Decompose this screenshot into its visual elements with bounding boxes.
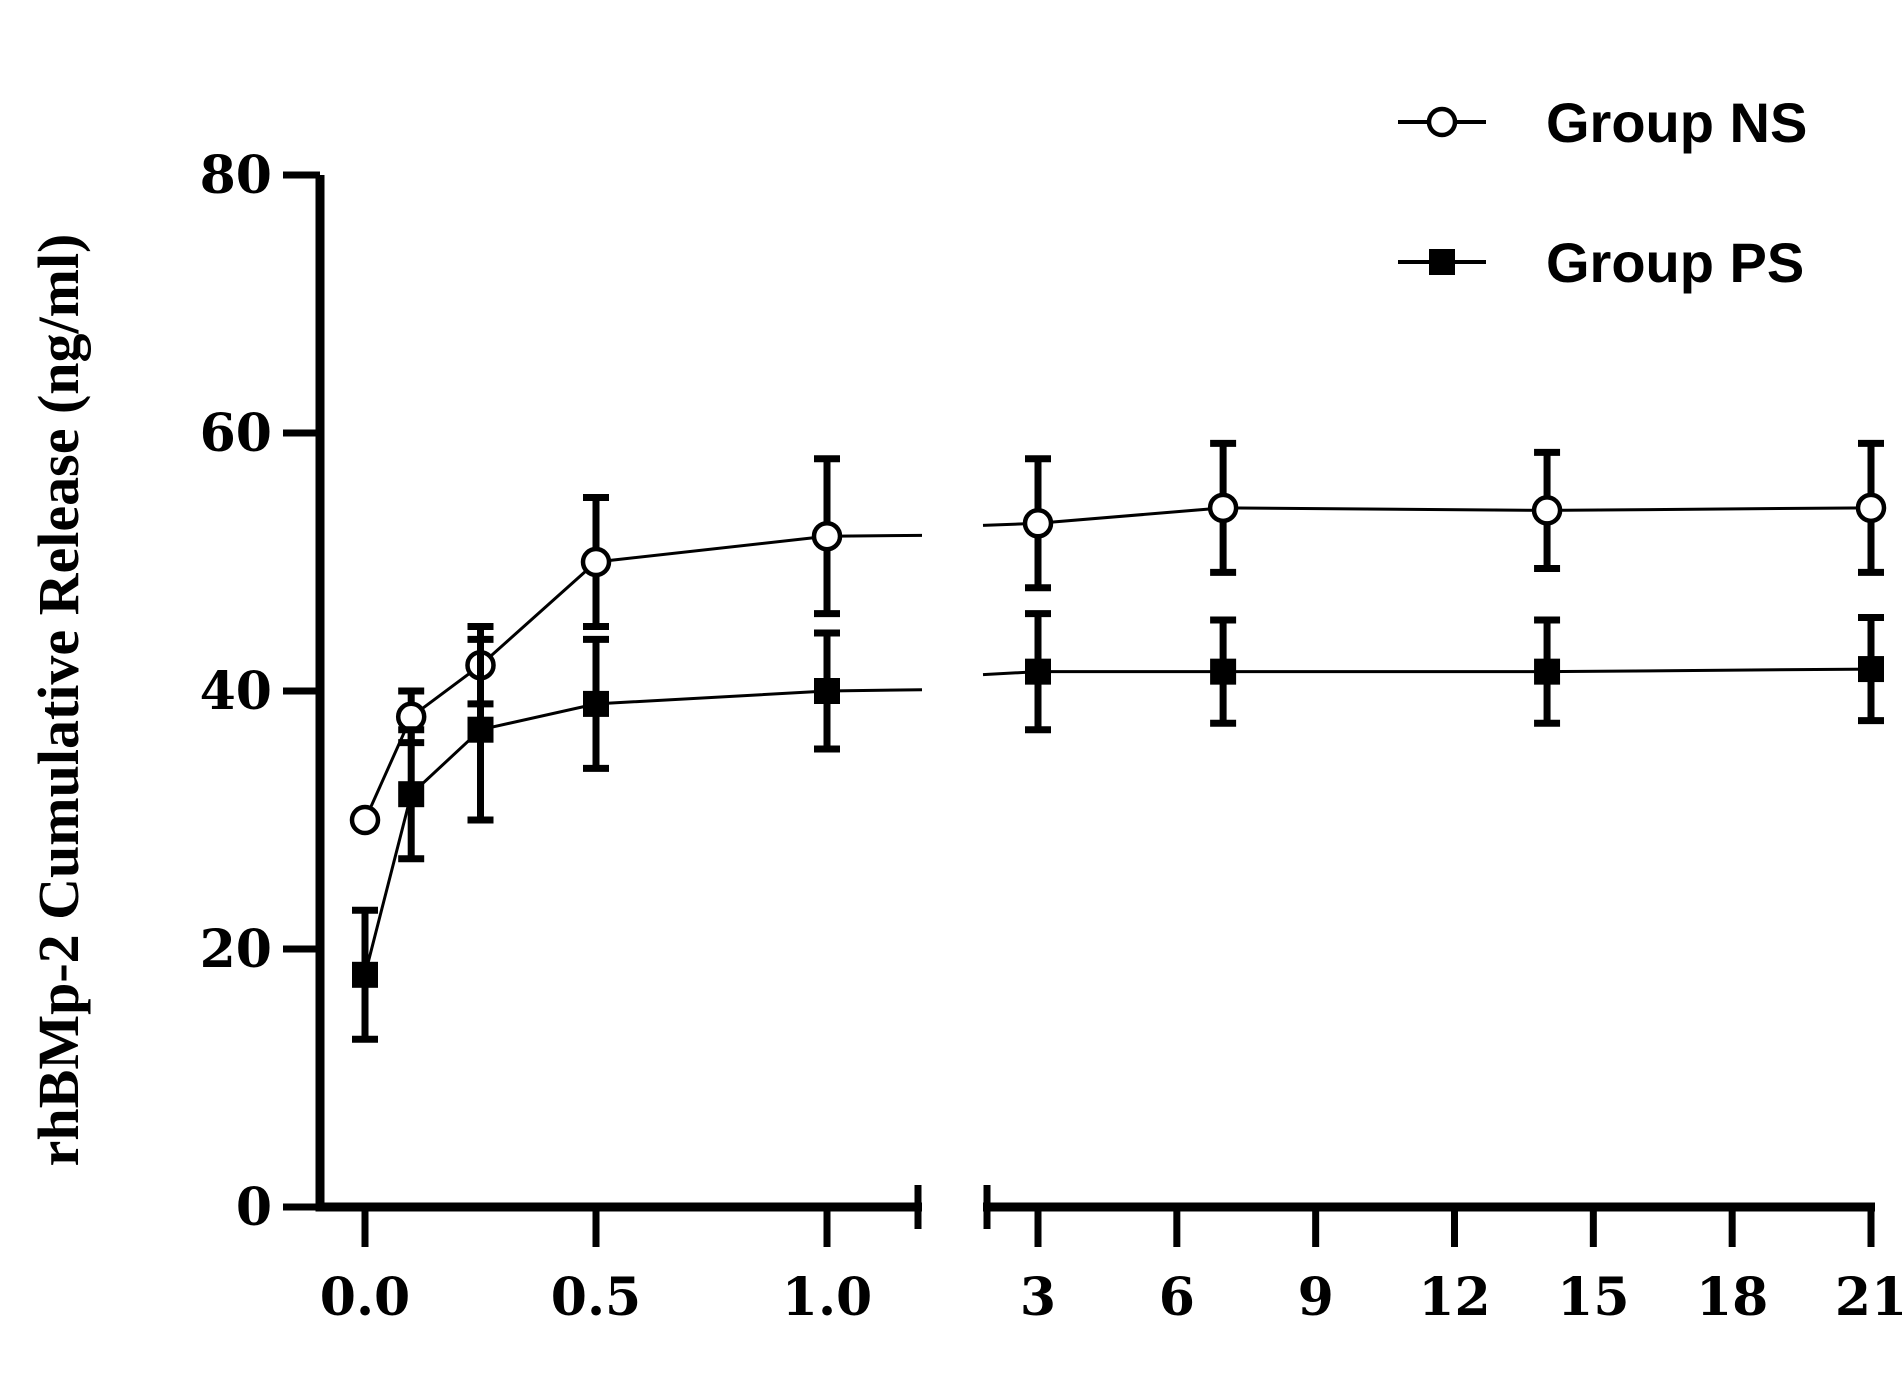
legend-label: Group NS (1546, 91, 1807, 154)
data-point (1207, 492, 1239, 524)
axes: 0 20 40 60 80 0.0 0.5 1.0 3 6 9 12 15 18 21 (200, 145, 1902, 1328)
legend-item-ns: Group NS (1398, 91, 1807, 154)
data-point (580, 546, 612, 578)
x-tick-label: 18 (1696, 1267, 1768, 1328)
legend: Group NS Group PS (1398, 91, 1807, 294)
data-point (352, 961, 378, 988)
data-point (1210, 658, 1237, 685)
x-tick-label: 21 (1835, 1267, 1902, 1328)
legend-marker-square (1429, 249, 1455, 275)
series-ps (352, 610, 1884, 1043)
y-tick-label: 60 (200, 403, 272, 464)
x-tick-label: 0.5 (551, 1267, 641, 1328)
data-point (1855, 492, 1887, 524)
data-point (814, 678, 840, 704)
y-tick-label: 80 (200, 145, 272, 206)
x-tick-label: 0.0 (320, 1267, 410, 1328)
data-point (1025, 658, 1051, 685)
data-point (1531, 495, 1563, 526)
legend-item-ps: Group PS (1398, 231, 1804, 294)
data-point (1858, 656, 1884, 683)
data-point (395, 701, 427, 733)
data-point (811, 520, 843, 552)
data-point (583, 690, 609, 717)
legend-label: Group PS (1546, 231, 1804, 294)
x-tick-label: 15 (1557, 1267, 1629, 1328)
legend-marker-circle (1426, 106, 1458, 138)
data-point (349, 804, 381, 836)
y-axis-label: rhBMp-2 Cumulative Release (ng/ml) (26, 234, 91, 1167)
data-point (398, 781, 425, 808)
x-tick-label: 9 (1298, 1267, 1334, 1328)
data-point (1534, 658, 1561, 685)
data-point (467, 716, 494, 743)
data-point (1022, 508, 1054, 539)
series-line (982, 506, 1872, 527)
y-tick-label: 40 (200, 661, 272, 722)
series-line (363, 688, 923, 976)
series-ns (349, 439, 1887, 836)
x-tick-label: 3 (1020, 1267, 1056, 1328)
x-tick-label: 12 (1418, 1267, 1490, 1328)
y-tick-label: 20 (200, 919, 272, 980)
series-line (363, 533, 923, 821)
series-layer (349, 439, 1887, 1043)
series-line (982, 667, 1872, 677)
y-tick-label: 0 (236, 1177, 272, 1238)
x-tick-label: 1.0 (782, 1267, 872, 1328)
x-tick-label: 6 (1159, 1267, 1195, 1328)
